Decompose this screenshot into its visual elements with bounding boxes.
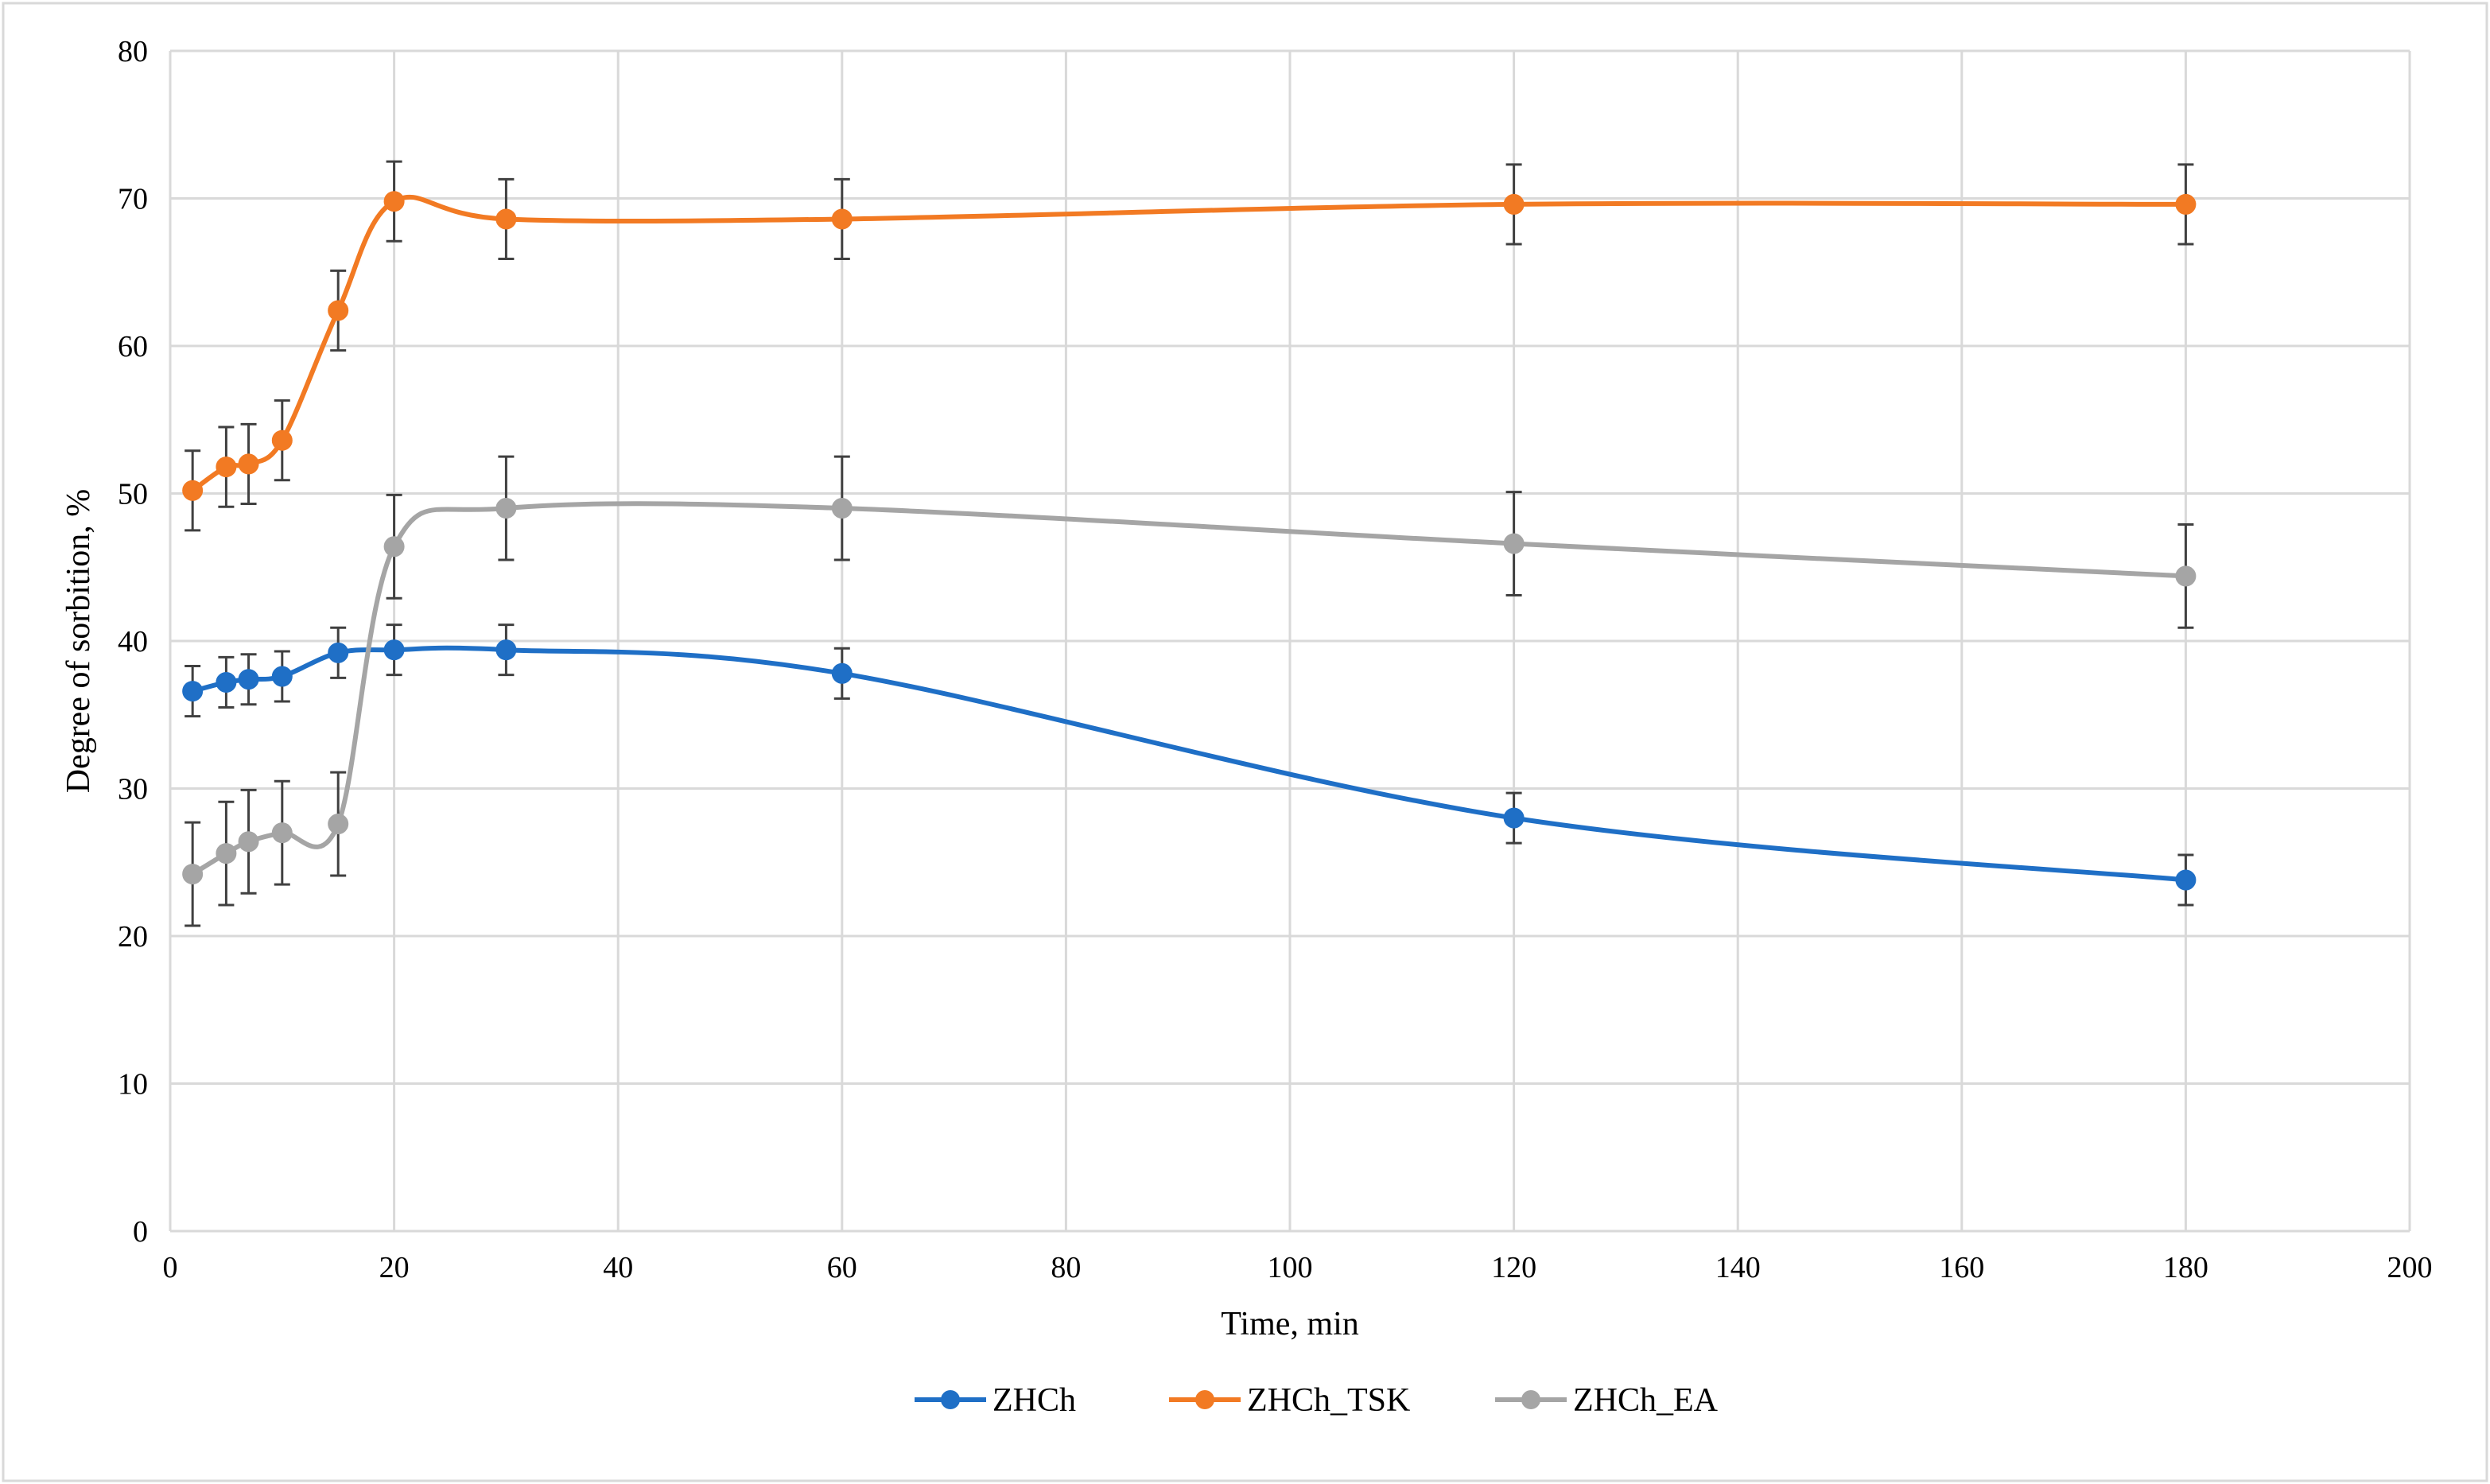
y-tick-label: 60 <box>118 330 148 363</box>
series-group <box>182 160 2197 927</box>
x-tick-label: 100 <box>1268 1251 1313 1284</box>
data-point <box>238 831 259 853</box>
legend-label: ZHCh_TSK <box>1247 1382 1410 1419</box>
x-tick-label: 40 <box>603 1251 633 1284</box>
x-tick-label: 160 <box>1939 1251 1984 1284</box>
series-ZHCh_TSK <box>182 160 2197 532</box>
data-point <box>216 843 237 864</box>
x-tick-label: 0 <box>163 1251 178 1284</box>
data-point <box>383 536 405 557</box>
data-point <box>328 300 349 321</box>
data-point <box>1503 193 1525 215</box>
y-tick-label: 30 <box>118 773 148 806</box>
data-point <box>182 480 204 501</box>
legend-swatch-marker <box>1195 1390 1214 1409</box>
data-point <box>238 669 259 690</box>
x-tick-label: 120 <box>1491 1251 1536 1284</box>
y-tick-label: 70 <box>118 183 148 216</box>
legend-item-ZHCh_TSK: ZHCh_TSK <box>1169 1382 1410 1419</box>
tick-labels: 0 10 20 30 40 50 60 70 80 0 20 40 60 80 100 120 140 160 18… <box>118 35 2433 1284</box>
data-point <box>2175 565 2197 587</box>
x-tick-label: 60 <box>827 1251 857 1284</box>
series-line <box>191 194 2186 493</box>
legend-label: ZHCh_EA <box>1573 1382 1719 1419</box>
data-point <box>182 864 204 885</box>
legend-label: ZHCh <box>993 1382 1076 1419</box>
data-point <box>216 456 237 478</box>
series-ZHCh <box>182 624 2197 907</box>
data-point <box>271 822 293 844</box>
x-tick-label: 180 <box>2163 1251 2208 1284</box>
y-tick-label: 10 <box>118 1068 148 1101</box>
x-tick-label: 20 <box>379 1251 410 1284</box>
data-point <box>383 191 405 212</box>
data-point <box>2175 193 2197 215</box>
legend-swatch-marker <box>941 1390 960 1409</box>
x-tick-label: 140 <box>1715 1251 1761 1284</box>
data-point <box>328 642 349 663</box>
data-point <box>495 639 517 661</box>
legend-item-ZHCh: ZHCh <box>915 1382 1076 1419</box>
y-tick-label: 40 <box>118 625 148 658</box>
data-point <box>383 639 405 661</box>
data-point <box>495 498 517 519</box>
data-point <box>271 429 293 451</box>
x-axis-title: Time, min <box>1221 1306 1359 1342</box>
data-point <box>2175 869 2197 891</box>
data-point <box>182 681 204 702</box>
data-point <box>216 671 237 693</box>
y-tick-label: 0 <box>133 1215 148 1249</box>
y-tick-label: 80 <box>118 35 148 68</box>
data-point <box>831 498 853 519</box>
data-point <box>831 662 853 684</box>
legend-item-ZHCh_EA: ZHCh_EA <box>1495 1382 1719 1419</box>
y-tick-label: 20 <box>118 920 148 954</box>
data-point <box>495 208 517 230</box>
legend: ZHCh ZHCh_TSK ZHCh_EA <box>915 1382 1719 1419</box>
data-point <box>328 814 349 835</box>
axes <box>169 51 2410 1233</box>
legend-swatch-marker <box>1521 1390 1540 1409</box>
series-line <box>192 645 2186 883</box>
data-point <box>831 208 853 230</box>
data-point <box>238 453 259 475</box>
series-ZHCh_EA <box>182 455 2197 927</box>
y-tick-label: 50 <box>118 478 148 511</box>
data-point <box>271 666 293 687</box>
x-tick-label: 80 <box>1051 1251 1081 1284</box>
y-axis-title: Degree of sorbition, % <box>60 489 97 794</box>
data-point <box>1503 533 1525 554</box>
data-point <box>1503 807 1525 829</box>
x-tick-label: 200 <box>2387 1251 2433 1284</box>
